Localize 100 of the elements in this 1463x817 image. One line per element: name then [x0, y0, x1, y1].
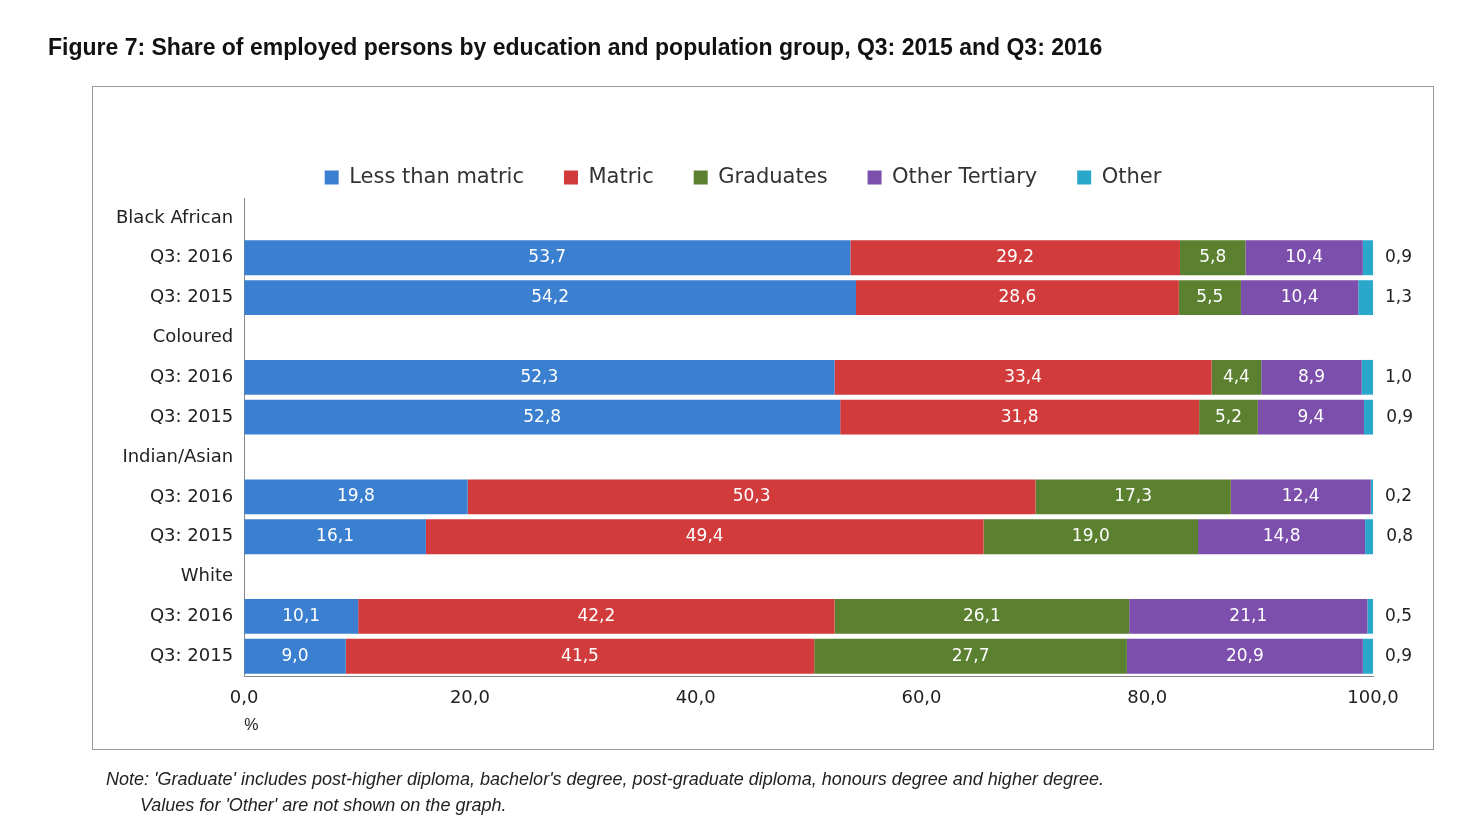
data-label: 10,4 — [1285, 246, 1324, 267]
data-label: 54,2 — [531, 286, 570, 307]
legend-label: Less than matric — [349, 163, 524, 188]
bar — [1179, 240, 1246, 276]
data-label: 10,1 — [282, 604, 321, 625]
y-tick-label: White — [180, 564, 234, 586]
y-tick-label: Q3: 2016 — [149, 245, 234, 267]
bar — [1362, 638, 1373, 674]
data-label: 10,4 — [1280, 286, 1319, 307]
data-label: 1,3 — [1385, 286, 1413, 307]
bar — [1365, 519, 1373, 555]
y-tick-label: Q3: 2016 — [149, 365, 234, 386]
data-label: 0,5 — [1385, 604, 1413, 625]
x-tick-label: 40,0 — [675, 685, 716, 707]
bar — [1178, 280, 1241, 316]
bar — [1362, 240, 1373, 276]
bar — [244, 280, 856, 316]
data-label: 33,4 — [1004, 365, 1042, 386]
data-label: 0,9 — [1386, 405, 1414, 426]
data-label: 5,2 — [1214, 405, 1243, 426]
data-label: 21,1 — [1229, 604, 1268, 625]
bar — [1367, 599, 1373, 634]
y-tick-label: Coloured — [152, 325, 234, 347]
legend-label: Other — [1101, 163, 1162, 188]
data-label: 50,3 — [732, 485, 771, 506]
bar — [1257, 399, 1364, 435]
data-label: 14,8 — [1262, 525, 1301, 546]
x-tick-label: 20,0 — [449, 685, 490, 707]
data-label: 28,6 — [998, 286, 1037, 307]
bar — [983, 519, 1199, 555]
bar — [358, 599, 835, 634]
bar — [840, 399, 1200, 435]
bar — [1211, 359, 1262, 395]
data-label: 9,4 — [1297, 405, 1325, 426]
x-tick-label: 80,0 — [1127, 685, 1168, 707]
data-label: 9,0 — [281, 644, 309, 665]
data-label: 17,3 — [1114, 485, 1153, 506]
x-tick-label: 100,0 — [1347, 685, 1399, 707]
data-label: 12,4 — [1281, 485, 1320, 506]
y-tick-label: Q3: 2015 — [149, 404, 234, 426]
bar — [834, 359, 1212, 395]
y-tick-label: Q3: 2016 — [149, 604, 234, 626]
y-tick-label: Q3: 2016 — [149, 484, 234, 506]
bar — [1199, 399, 1258, 435]
bar — [244, 479, 468, 515]
y-tick-label: Q3: 2015 — [149, 643, 234, 665]
data-label: 0,9 — [1385, 246, 1413, 267]
bar — [1126, 638, 1363, 674]
y-tick-label: Q3: 2015 — [149, 285, 234, 307]
legend-label: Graduates — [718, 163, 828, 188]
y-tick-label: Black African — [116, 205, 234, 227]
data-label: 1,0 — [1385, 365, 1413, 386]
bar — [1198, 519, 1366, 555]
data-label: 41,5 — [561, 644, 599, 665]
data-label: 8,9 — [1297, 365, 1325, 386]
data-label: 53,7 — [528, 246, 567, 267]
legend-label: Matric — [588, 163, 654, 188]
bar — [244, 240, 851, 276]
chart-title: Figure 7: Share of employed persons by education and population group, Q3: 2015 and Q3: 2016 — [48, 34, 1103, 61]
y-tick-label: Q3: 2015 — [149, 524, 234, 546]
bar — [850, 240, 1180, 276]
data-label: 42,2 — [577, 604, 616, 625]
bar — [814, 638, 1127, 674]
data-label: 4,4 — [1222, 365, 1250, 386]
data-label: 19,0 — [1071, 525, 1110, 546]
data-label: 0,2 — [1385, 485, 1413, 506]
data-label: 26,1 — [962, 604, 1001, 625]
data-label: 20,9 — [1225, 644, 1264, 665]
y-tick-label: Indian/Asian — [122, 444, 234, 466]
bar — [244, 519, 426, 555]
data-label: 0,8 — [1386, 525, 1414, 546]
x-tick-label: 60,0 — [901, 685, 942, 707]
bar — [1261, 359, 1362, 395]
bar — [1361, 359, 1373, 395]
legend-label: Other Tertiary — [892, 163, 1038, 188]
bar — [834, 599, 1130, 634]
text: Values for 'Other' are not shown on the graph. — [139, 794, 508, 817]
data-label: 49,4 — [685, 525, 724, 546]
bar — [425, 519, 984, 555]
bar — [244, 599, 359, 634]
bar — [855, 280, 1179, 316]
bar — [467, 479, 1036, 515]
bar — [1129, 599, 1368, 634]
bar — [1240, 280, 1359, 316]
bar — [244, 359, 835, 395]
data-label: 5,8 — [1199, 246, 1227, 267]
text: Note: 'Graduate' includes post-higher diploma, bachelor's degree, post-graduate diploma, honours degree and higher degree. — [106, 768, 1104, 791]
data-label: 27,7 — [951, 644, 990, 665]
bar — [244, 638, 346, 674]
bar — [1230, 479, 1371, 515]
data-label: 29,2 — [996, 246, 1035, 267]
data-label: 52,8 — [523, 405, 562, 426]
bar — [1363, 399, 1373, 435]
data-label: 31,8 — [1000, 405, 1039, 426]
bar — [244, 399, 841, 435]
bar — [1358, 280, 1373, 316]
data-label: 16,1 — [316, 525, 354, 546]
data-label: 0,9 — [1385, 644, 1413, 665]
bar — [1035, 479, 1231, 515]
data-label: 5,5 — [1196, 286, 1224, 307]
